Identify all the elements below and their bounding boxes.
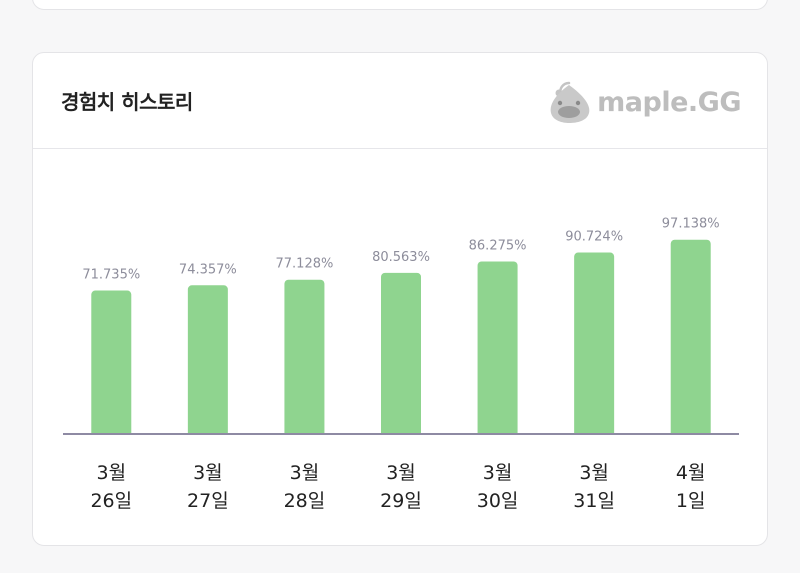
x-tick-line: 1일: [676, 490, 706, 512]
maple-gg-logo[interactable]: maple.GG: [545, 79, 741, 125]
logo-text: maple.GG: [597, 86, 741, 118]
x-tick-line: 26일: [90, 490, 132, 512]
x-tick-line: 3월: [96, 462, 126, 484]
x-tick-line: 3월: [483, 462, 513, 484]
card-title: 경험치 히스토리: [61, 90, 193, 114]
x-tick-label-7: 4월 1일: [676, 462, 706, 512]
data-label-4: 80.563%: [372, 250, 430, 265]
x-tick-line: 3월: [579, 462, 609, 484]
bar-4: [381, 272, 421, 438]
x-tick-line: 3월: [386, 462, 416, 484]
x-tick-label-1: 3월 26일: [90, 462, 132, 512]
x-tick-line: 28일: [284, 490, 326, 512]
bar-5: [477, 261, 518, 438]
data-label-2: 74.357%: [179, 262, 237, 277]
data-label-5: 86.275%: [469, 238, 527, 253]
x-tick-line: 3월: [290, 462, 320, 484]
x-tick-label-3: 3월 28일: [284, 462, 326, 512]
data-label-7: 97.138%: [662, 217, 720, 232]
data-label-1: 71.735%: [82, 268, 140, 283]
bar-7: [670, 239, 711, 438]
slime-mascot-icon: [550, 81, 590, 123]
data-label-3: 77.128%: [276, 257, 334, 272]
x-tick-line: 27일: [187, 490, 229, 512]
bar-1: [91, 290, 132, 438]
x-tick-label-5: 3월 30일: [477, 462, 519, 512]
x-tick-label-2: 3월 27일: [187, 462, 229, 512]
baseline-mask: [33, 434, 767, 440]
x-tick-line: 30일: [477, 490, 519, 512]
x-tick-line: 29일: [380, 490, 422, 512]
exp-chart: 71.735% 3월 26일 74.357% 3월 27일 77.128% 3월 28일 80.5…: [33, 149, 767, 545]
bar-6: [574, 252, 615, 438]
card-header: 경험치 히스토리 maple.GG: [33, 53, 767, 149]
x-tick-label-6: 3월 31일: [573, 462, 615, 512]
x-tick-line: 3월: [193, 462, 223, 484]
x-tick-line: 4월: [676, 462, 706, 484]
bar-2: [187, 285, 228, 438]
data-label-6: 90.724%: [565, 230, 623, 245]
bar-3: [284, 279, 325, 438]
previous-card: [32, 0, 768, 10]
exp-history-card: 경험치 히스토리 maple.GG 71.735% 3월 26일 74.357% 3월 2…: [32, 52, 768, 546]
x-tick-line: 31일: [573, 490, 615, 512]
x-tick-label-4: 3월 29일: [380, 462, 422, 512]
